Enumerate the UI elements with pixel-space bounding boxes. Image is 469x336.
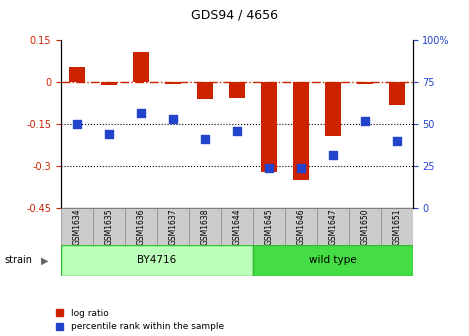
Text: GSM1638: GSM1638 <box>200 209 209 245</box>
Bar <box>101 82 117 85</box>
Bar <box>61 245 253 276</box>
Bar <box>293 82 309 180</box>
Text: GSM1645: GSM1645 <box>265 208 273 245</box>
Bar <box>165 82 181 84</box>
Text: GSM1646: GSM1646 <box>296 208 305 245</box>
Bar <box>157 208 189 245</box>
Text: BY4716: BY4716 <box>137 255 176 265</box>
Bar <box>349 208 381 245</box>
Bar <box>197 82 213 99</box>
Text: GSM1650: GSM1650 <box>360 208 369 245</box>
Point <box>137 110 144 115</box>
Bar <box>285 208 317 245</box>
Legend: log ratio, percentile rank within the sample: log ratio, percentile rank within the sa… <box>56 309 224 332</box>
Bar <box>317 208 349 245</box>
Text: GSM1635: GSM1635 <box>105 208 113 245</box>
Point <box>329 152 337 157</box>
Text: GDS94 / 4656: GDS94 / 4656 <box>191 9 278 22</box>
Text: wild type: wild type <box>309 255 356 265</box>
Point <box>361 118 369 124</box>
Bar <box>389 82 405 105</box>
Text: GSM1644: GSM1644 <box>232 208 242 245</box>
Point <box>169 117 177 122</box>
Bar <box>189 208 221 245</box>
Text: GSM1647: GSM1647 <box>328 208 337 245</box>
Point <box>105 132 113 137</box>
Bar <box>381 208 413 245</box>
Point <box>297 165 304 171</box>
Text: GSM1637: GSM1637 <box>168 208 177 245</box>
Bar <box>229 82 245 98</box>
Text: GSM1651: GSM1651 <box>392 209 401 245</box>
Text: ▶: ▶ <box>41 255 48 265</box>
Bar <box>133 51 149 82</box>
Bar <box>325 82 341 135</box>
Point <box>73 122 81 127</box>
Bar <box>261 82 277 172</box>
Bar <box>253 245 413 276</box>
Bar <box>253 208 285 245</box>
Bar <box>357 82 373 84</box>
Text: strain: strain <box>5 255 33 265</box>
Point <box>265 165 272 171</box>
Text: GSM1634: GSM1634 <box>72 208 82 245</box>
Point <box>201 137 209 142</box>
Text: GSM1636: GSM1636 <box>136 208 145 245</box>
Bar <box>61 208 93 245</box>
Point <box>233 128 241 134</box>
Bar <box>125 208 157 245</box>
Bar <box>221 208 253 245</box>
Point <box>393 138 401 144</box>
Bar <box>93 208 125 245</box>
Bar <box>69 67 85 82</box>
